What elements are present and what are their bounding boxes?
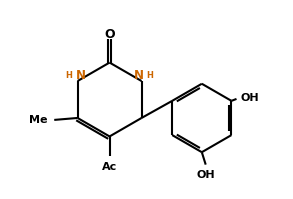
Text: OH: OH <box>240 93 259 103</box>
Text: OH: OH <box>196 171 215 180</box>
Text: H: H <box>147 71 154 80</box>
Text: Ac: Ac <box>102 162 117 172</box>
Text: N: N <box>76 69 86 82</box>
Text: N: N <box>133 69 144 82</box>
Text: Me: Me <box>29 115 48 125</box>
Text: O: O <box>104 28 115 41</box>
Text: H: H <box>66 71 72 80</box>
